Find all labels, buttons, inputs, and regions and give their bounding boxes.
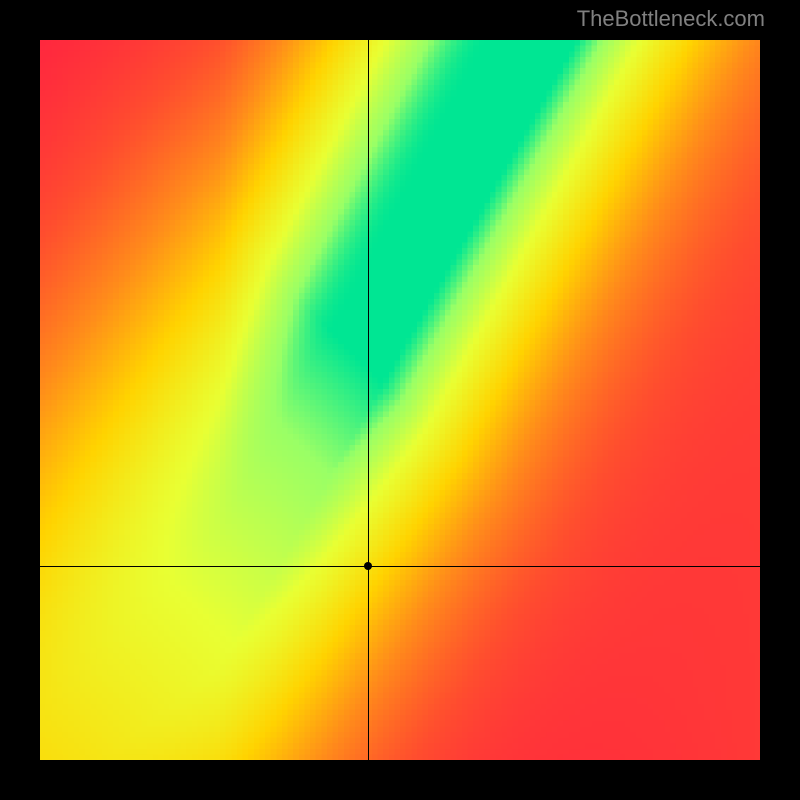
heatmap-canvas xyxy=(40,40,760,760)
heatmap-plot xyxy=(40,40,760,760)
crosshair-dot xyxy=(364,562,372,570)
chart-container: TheBottleneck.com xyxy=(0,0,800,800)
crosshair-vertical xyxy=(368,40,369,760)
crosshair-horizontal xyxy=(40,566,760,567)
attribution-label: TheBottleneck.com xyxy=(577,6,765,32)
